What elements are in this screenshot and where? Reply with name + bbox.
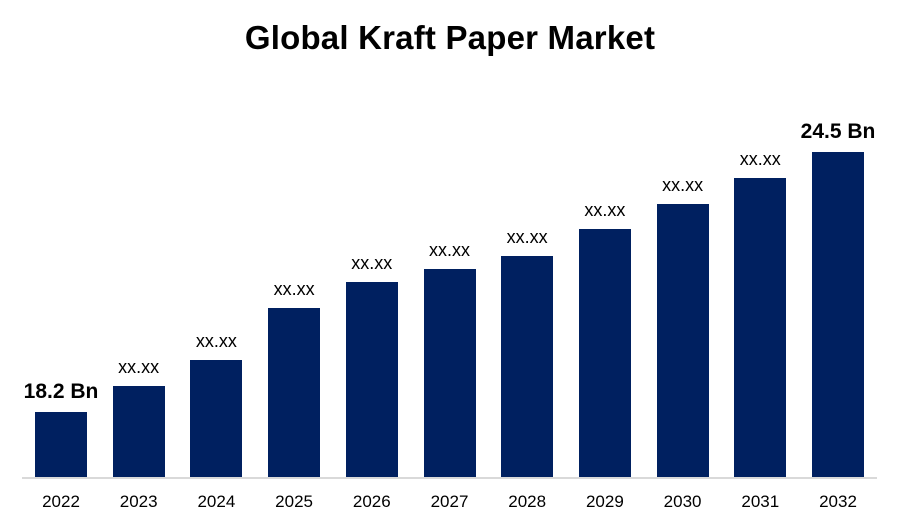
bar-2030 [656, 204, 709, 478]
value-label-2023: xx.xx [118, 357, 160, 377]
bar-2028 [501, 256, 554, 478]
value-label-2032: 24.5 Bn [800, 120, 876, 143]
bar-2025 [268, 308, 321, 478]
x-tick-2025: 2025 [275, 492, 313, 511]
x-tick-2031: 2031 [741, 492, 780, 511]
value-label-2029: xx.xx [584, 200, 626, 221]
x-tick-2028: 2028 [508, 492, 547, 511]
x-tick-2026: 2026 [352, 492, 391, 511]
chart-title: Global Kraft Paper Market [244, 19, 656, 56]
x-axis-line [22, 477, 877, 479]
value-label-2027: xx.xx [428, 239, 470, 260]
value-label-2031: xx.xx [739, 149, 781, 169]
x-tick-2032: 2032 [819, 492, 857, 511]
bar-2024 [190, 360, 243, 478]
bar-2032 [812, 152, 864, 478]
bar-2029 [578, 229, 631, 478]
x-tick-2029: 2029 [585, 492, 624, 511]
x-tick-2030: 2030 [663, 492, 702, 511]
value-label-2026: xx.xx [351, 253, 393, 273]
bar-2026 [345, 282, 398, 478]
bar-2027 [423, 268, 476, 478]
x-tick-2024: 2024 [197, 492, 236, 511]
x-tick-2027: 2027 [430, 492, 469, 511]
value-label-2030: xx.xx [662, 175, 704, 195]
value-label-2028: xx.xx [506, 227, 548, 247]
value-label-2025: xx.xx [273, 279, 315, 299]
x-tick-2022: 2022 [42, 492, 80, 511]
x-tick-2023: 2023 [119, 492, 158, 511]
value-label-2024: xx.xx [195, 331, 237, 351]
bar-2022 [35, 412, 87, 478]
bar-2023 [112, 386, 165, 478]
value-label-2022: 18.2 Bn [23, 380, 99, 403]
bar-2031 [734, 178, 787, 478]
